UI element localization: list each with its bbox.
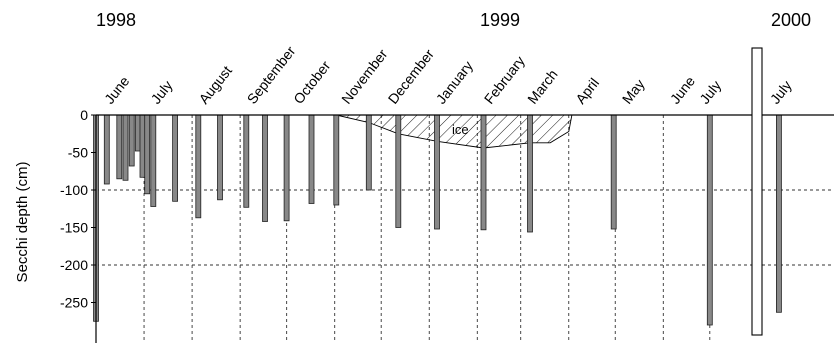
month-label: June [667,73,698,107]
bar-10 [195,114,202,219]
bar-layer [93,114,782,326]
y-tick-label: -200 [60,257,88,273]
month-label: June [101,73,132,107]
bar-12 [243,114,250,208]
y-tick-label: -100 [60,182,88,198]
month-label: July [767,77,795,106]
bar-16 [333,114,340,206]
month-label: November [338,46,391,107]
y-tick-label: -250 [60,295,88,311]
bar-9 [172,114,179,202]
month-label: March [524,66,561,107]
year-label-1998: 1998 [96,10,136,30]
bar-24 [776,114,782,313]
bar-7 [144,114,151,195]
month-label: January [433,58,476,107]
y-tick-label: -150 [60,220,88,236]
month-label: July [696,77,724,106]
month-label: May [619,76,648,107]
bar-11 [217,114,223,201]
ice-cover-area [336,114,573,149]
axis-layer [91,47,834,343]
bar-2 [116,114,123,180]
bar-22 [610,114,617,230]
ice-annotation: ice [452,122,469,137]
axis-break-bar [751,47,763,336]
bar-14 [283,114,290,222]
grid-layer [96,115,834,343]
bar-18 [395,114,402,228]
bar-6 [139,114,146,178]
bar-5 [134,114,141,152]
month-label: April [572,75,602,107]
year-label-2000: 2000 [771,10,811,30]
y-axis-title: Secchi depth (cm) [14,162,31,283]
bar-8 [150,114,157,207]
bar-20 [480,114,487,231]
ice-layer [336,114,573,149]
bar-13 [262,114,268,222]
bar-19 [434,114,440,230]
bar-23 [706,114,713,326]
month-label: February [481,53,528,107]
month-label: July [148,77,176,106]
y-tick-label: 0 [80,107,88,123]
y-tick-label: -50 [68,145,88,161]
month-label: December [385,46,438,107]
bar-21 [527,114,533,233]
bar-15 [308,114,315,204]
bar-3 [122,114,129,181]
month-label: August [196,63,236,107]
bar-1 [103,114,110,185]
bar-4 [128,114,135,167]
year-label-1999: 1999 [480,10,520,30]
month-label: October [290,57,333,106]
bar-17 [365,114,372,191]
